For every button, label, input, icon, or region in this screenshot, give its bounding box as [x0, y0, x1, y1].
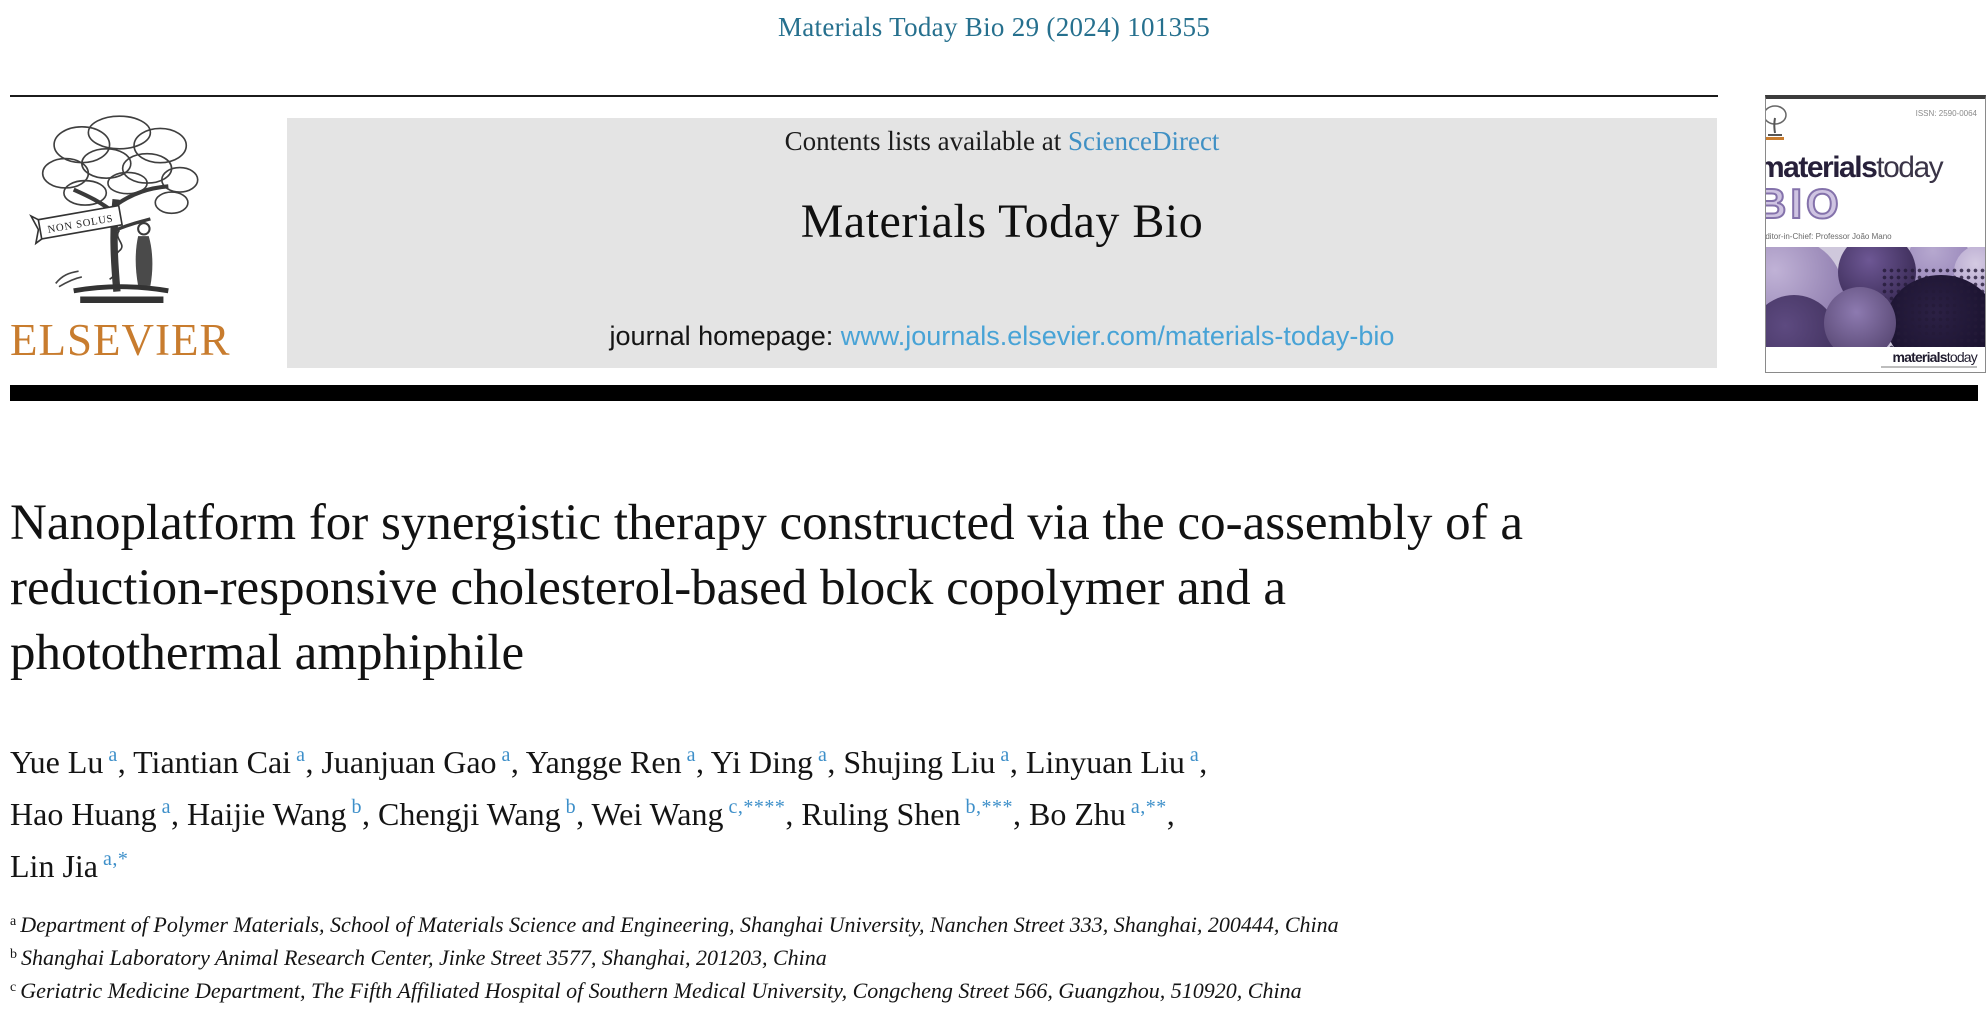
contents-line: Contents lists available at ScienceDirec…: [287, 126, 1717, 157]
author-affiliation-sup: a,**: [1130, 796, 1167, 818]
affiliation: c Geriatric Medicine Department, The Fift…: [10, 978, 1302, 1003]
author: Bo Zhu a,**: [1029, 796, 1167, 832]
article-title-line: Nanoplatform for synergistic therapy con…: [10, 495, 1523, 551]
cover-brand: materialstoday: [1765, 151, 1944, 185]
author: Ruling Shen b,***: [801, 796, 1013, 832]
cover-collage-image: [1766, 247, 1985, 347]
author-affiliation-sup: a: [1189, 744, 1200, 766]
author: Lin Jia a,*: [10, 848, 129, 884]
journal-citation-link[interactable]: Materials Today Bio 29 (2024) 101355: [777, 12, 1211, 42]
affiliation-list: a Department of Polymer Materials, School…: [10, 908, 1910, 1007]
author-affiliation-sup: a: [501, 744, 511, 766]
author: Linyuan Liu a: [1025, 744, 1200, 780]
author: Yangge Ren a: [525, 744, 696, 780]
author: Haijie Wang b: [187, 796, 362, 832]
author-affiliation-sup: a: [296, 744, 306, 766]
affiliation-sup: a: [10, 914, 17, 929]
cover-brand-light: today: [1876, 151, 1943, 184]
affiliation: a Department of Polymer Materials, School…: [10, 912, 1339, 937]
elsevier-wordmark: ELSEVIER: [10, 315, 231, 365]
article-title-line: reduction-responsive cholesterol-based b…: [10, 560, 1286, 616]
author-affiliation-sup: a: [686, 744, 696, 766]
author-affiliation-sup: a: [108, 744, 118, 766]
author-list: Yue Lu a, Tiantian Cai a, Juanjuan Gao a, Y…: [10, 744, 1208, 884]
masthead-journal-name: Materials Today Bio: [800, 195, 1204, 248]
author-affiliation-sup: c,****: [728, 796, 786, 818]
sciencedirect-link[interactable]: ScienceDirect: [1068, 126, 1220, 156]
author-affiliation-sup: a: [1000, 744, 1010, 766]
contents-prefix: Contents lists available at: [784, 126, 1069, 156]
cover-elsevier-mini-icon: [1766, 105, 1787, 140]
section-divider-bar: [10, 385, 1978, 401]
homepage-prefix: journal homepage:: [609, 321, 841, 351]
author-affiliation-sup: a: [818, 744, 828, 766]
collage-sphere: [1824, 287, 1896, 347]
article-title-line: photothermal amphiphile: [10, 625, 525, 681]
affiliation: b Shanghai Laboratory Animal Research Cen…: [10, 945, 827, 970]
cover-footer: materialstoday: [1766, 347, 1985, 372]
author: Wei Wang c,****: [591, 796, 786, 832]
elsevier-logo: NON SOLUS ELSEVIER: [10, 108, 250, 370]
author-affiliation-sup: a: [161, 796, 172, 818]
halftone-dots: [1881, 267, 1985, 347]
cover-bio-title: BIO: [1766, 180, 1843, 227]
journal-cover: ISSN: 2590-0064 materialstoday BIO Edito…: [1765, 95, 1986, 373]
author-affiliation-sup: b: [351, 796, 362, 818]
header-rule: [10, 95, 1718, 97]
author-affiliation-sup: b: [565, 796, 577, 818]
author: Yue Lu a: [10, 744, 118, 780]
author-affiliation-sup: a,*: [102, 848, 129, 870]
homepage-line: journal homepage: www.journals.elsevier.…: [287, 321, 1717, 352]
author-affiliation-sup: b,***: [965, 796, 1013, 818]
non-solus-ribbon: NON SOLUS: [29, 204, 124, 246]
author: Juanjuan Gao a: [321, 744, 511, 780]
affiliation-sup: c: [10, 980, 17, 995]
author: Yi Ding a: [710, 744, 828, 780]
author: Shujing Liu a: [843, 744, 1010, 780]
affiliation-sup: b: [10, 947, 17, 962]
elsevier-tree-icon: NON SOLUS: [29, 115, 199, 304]
masthead-box: Contents lists available at ScienceDirec…: [287, 118, 1717, 368]
cover-brand-bold: materials: [1765, 151, 1878, 184]
cover-footer-tagline-rule: [1881, 366, 1977, 368]
cover-issn: ISSN: 2590-0064: [1915, 109, 1977, 118]
homepage-url-link[interactable]: www.journals.elsevier.com/materials-toda…: [840, 321, 1395, 351]
author: Tiantian Cai a: [133, 744, 306, 780]
cover-footer-brand: materialstoday: [1892, 349, 1977, 365]
author: Chengji Wang b: [377, 796, 577, 832]
figure-silhouette: [135, 222, 153, 286]
cover-editor-line: Editor-in-Chief: Professor João Mano: [1765, 232, 1892, 241]
author: Hao Huang a: [10, 796, 172, 832]
article-title: Nanoplatform for synergistic therapy con…: [10, 491, 1910, 686]
